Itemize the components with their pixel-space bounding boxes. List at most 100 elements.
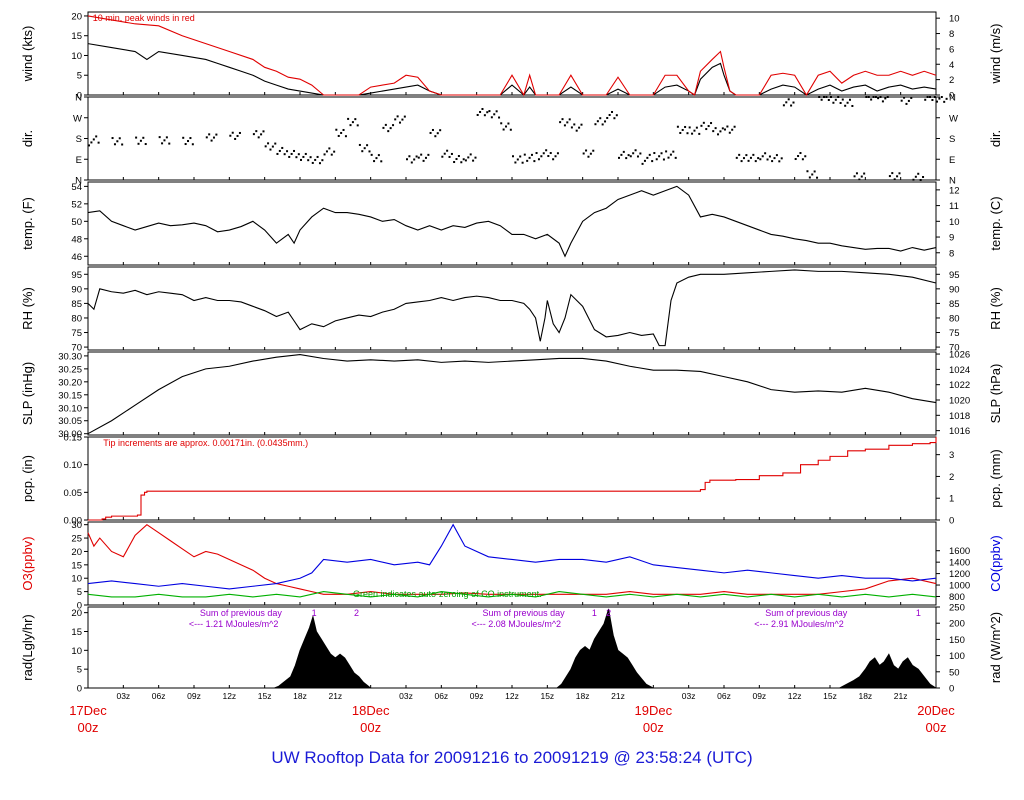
day-time-label: 00z	[78, 720, 99, 735]
dir-direction-point	[874, 96, 877, 98]
dir-right-tick-label: N	[949, 176, 956, 187]
dir-direction-point	[455, 158, 458, 161]
dir-direction-point	[368, 150, 371, 153]
dir-direction-point	[863, 172, 866, 175]
dir-direction-point	[323, 153, 326, 156]
dir-direction-point	[283, 153, 286, 156]
rad-left-tick-label: 15	[71, 627, 82, 638]
dir-direction-point	[580, 123, 583, 126]
dir-direction-point	[884, 97, 887, 100]
dir-direction-point	[509, 128, 512, 131]
dir-direction-point	[111, 137, 114, 140]
dir-direction-point	[570, 126, 573, 129]
rh-right-tick-label: 80	[949, 313, 960, 324]
dir-direction-point	[820, 98, 823, 101]
dir-direction-point	[356, 124, 359, 127]
wind-right-tick-label: 10	[949, 14, 960, 25]
dir-direction-point	[288, 155, 291, 158]
dir-direction-point	[547, 155, 550, 158]
dir-direction-point	[740, 160, 743, 163]
wind-series-line-1	[87, 15, 937, 97]
dir-direction-point	[380, 160, 383, 163]
temp-left-tick-label: 48	[71, 234, 82, 245]
dir-direction-point	[667, 156, 670, 159]
rad-sum-label: Sum of previous day	[483, 608, 566, 618]
dir-direction-point	[684, 125, 687, 128]
rh-right-tick-label: 70	[949, 343, 960, 354]
dir-direction-point	[158, 136, 161, 139]
pcp-right-tick-label: 0	[949, 516, 954, 527]
dir-direction-point	[300, 158, 302, 161]
dir-direction-point	[161, 142, 164, 145]
dir-direction-point	[257, 136, 260, 139]
x-tick-label: 06z	[434, 691, 448, 701]
o3co-left-tick-label: 20	[71, 547, 82, 558]
dir-direction-point	[229, 134, 232, 137]
dir-left-tick-label: N	[75, 176, 82, 187]
day-time-label: 00z	[926, 720, 947, 735]
dir-direction-point	[488, 110, 491, 113]
dir-direction-point	[431, 128, 434, 131]
dir-direction-point	[622, 150, 625, 153]
dir-direction-point	[375, 157, 378, 160]
dir-direction-point	[182, 136, 185, 139]
pcp-panel-frame	[87, 436, 937, 521]
dir-direction-point	[163, 139, 166, 142]
rh-left-tick-label: 80	[71, 313, 82, 324]
rh-right-tick-label: 85	[949, 299, 960, 310]
dir-direction-point	[731, 128, 734, 131]
dir-direction-point	[681, 128, 684, 131]
dir-direction-point	[933, 96, 936, 98]
dir-direction-point	[625, 157, 628, 160]
dir-direction-point	[811, 173, 814, 176]
dir-direction-point	[891, 172, 894, 175]
dir-direction-point	[168, 142, 171, 145]
dir-direction-point	[439, 129, 442, 132]
dir-direction-point	[665, 150, 668, 153]
dir-direction-point	[410, 161, 413, 164]
slp-panel-frame	[87, 351, 937, 436]
x-tick-label: 09z	[752, 691, 766, 701]
dir-direction-point	[549, 152, 552, 155]
dir-direction-point	[785, 101, 788, 104]
dir-direction-point	[672, 150, 675, 153]
dir-direction-point	[618, 156, 620, 159]
dir-direction-point	[472, 159, 475, 162]
dir-direction-point	[922, 176, 925, 179]
dir-direction-point	[813, 170, 816, 173]
dir-direction-point	[940, 96, 943, 98]
dir-direction-point	[589, 152, 592, 155]
dir-direction-point	[396, 115, 399, 118]
x-tick-label: 03z	[116, 691, 130, 701]
temp-right-tick-label: 11	[949, 201, 959, 212]
dir-direction-point	[476, 113, 479, 116]
wind-right-tick-label: 2	[949, 75, 954, 86]
dir-direction-point	[401, 118, 404, 121]
temp-right-tick-label: 8	[949, 248, 954, 259]
pcp-left-tick-label: 0.05	[64, 488, 83, 499]
pcp-right-tick-label: 3	[949, 450, 954, 461]
dir-direction-point	[533, 160, 536, 163]
dir-direction-point	[714, 127, 717, 130]
slp-right-tick-label: 1022	[949, 380, 970, 391]
dir-direction-point	[479, 110, 482, 113]
wind-series-line-0	[87, 43, 937, 96]
x-tick-label: 03z	[399, 691, 413, 701]
rad-right-tick-label: 150	[949, 635, 965, 646]
dir-direction-point	[872, 96, 875, 98]
dir-direction-point	[429, 131, 432, 134]
rh-left-tick-label: 70	[71, 343, 82, 354]
o3co-ylabel-left: O3(ppbv)	[20, 536, 35, 590]
dir-direction-point	[688, 126, 691, 129]
dir-direction-point	[276, 152, 279, 155]
wind-left-tick-label: 5	[77, 71, 82, 82]
dir-direction-point	[505, 125, 508, 128]
dir-direction-point	[881, 100, 884, 103]
dir-direction-point	[735, 156, 738, 159]
dir-direction-point	[761, 155, 764, 158]
dir-direction-point	[406, 158, 408, 161]
day-label: 20Dec	[917, 703, 955, 718]
dir-direction-point	[754, 160, 757, 163]
dir-direction-point	[349, 124, 352, 127]
dir-panel-frame	[87, 96, 937, 181]
